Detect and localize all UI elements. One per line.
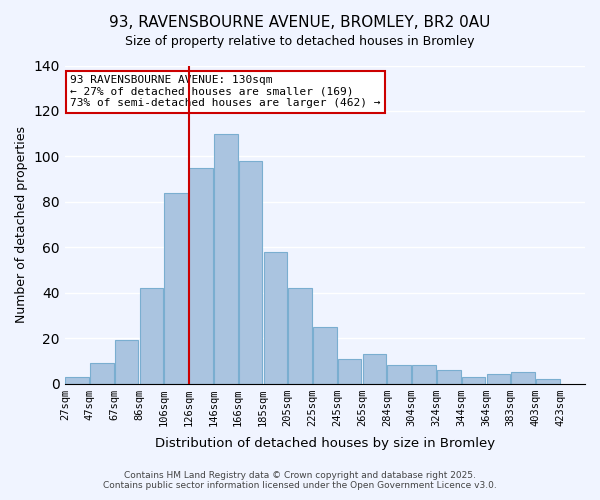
Bar xyxy=(289,288,312,384)
Text: Contains HM Land Registry data © Crown copyright and database right 2025.
Contai: Contains HM Land Registry data © Crown c… xyxy=(103,470,497,490)
Bar xyxy=(239,161,262,384)
Bar xyxy=(362,354,386,384)
Bar xyxy=(338,358,361,384)
Bar xyxy=(263,252,287,384)
Bar xyxy=(412,366,436,384)
Y-axis label: Number of detached properties: Number of detached properties xyxy=(15,126,28,323)
Text: 93, RAVENSBOURNE AVENUE, BROMLEY, BR2 0AU: 93, RAVENSBOURNE AVENUE, BROMLEY, BR2 0A… xyxy=(109,15,491,30)
Bar xyxy=(536,379,560,384)
Bar xyxy=(115,340,139,384)
Bar xyxy=(90,363,114,384)
Bar xyxy=(388,366,411,384)
Bar xyxy=(140,288,163,384)
Bar xyxy=(65,376,89,384)
Bar xyxy=(462,376,485,384)
Bar xyxy=(164,192,188,384)
X-axis label: Distribution of detached houses by size in Bromley: Distribution of detached houses by size … xyxy=(155,437,495,450)
Text: 93 RAVENSBOURNE AVENUE: 130sqm
← 27% of detached houses are smaller (169)
73% of: 93 RAVENSBOURNE AVENUE: 130sqm ← 27% of … xyxy=(70,75,380,108)
Bar xyxy=(511,372,535,384)
Bar xyxy=(487,374,510,384)
Bar xyxy=(437,370,461,384)
Bar xyxy=(313,326,337,384)
Bar xyxy=(189,168,213,384)
Text: Size of property relative to detached houses in Bromley: Size of property relative to detached ho… xyxy=(125,35,475,48)
Bar xyxy=(214,134,238,384)
